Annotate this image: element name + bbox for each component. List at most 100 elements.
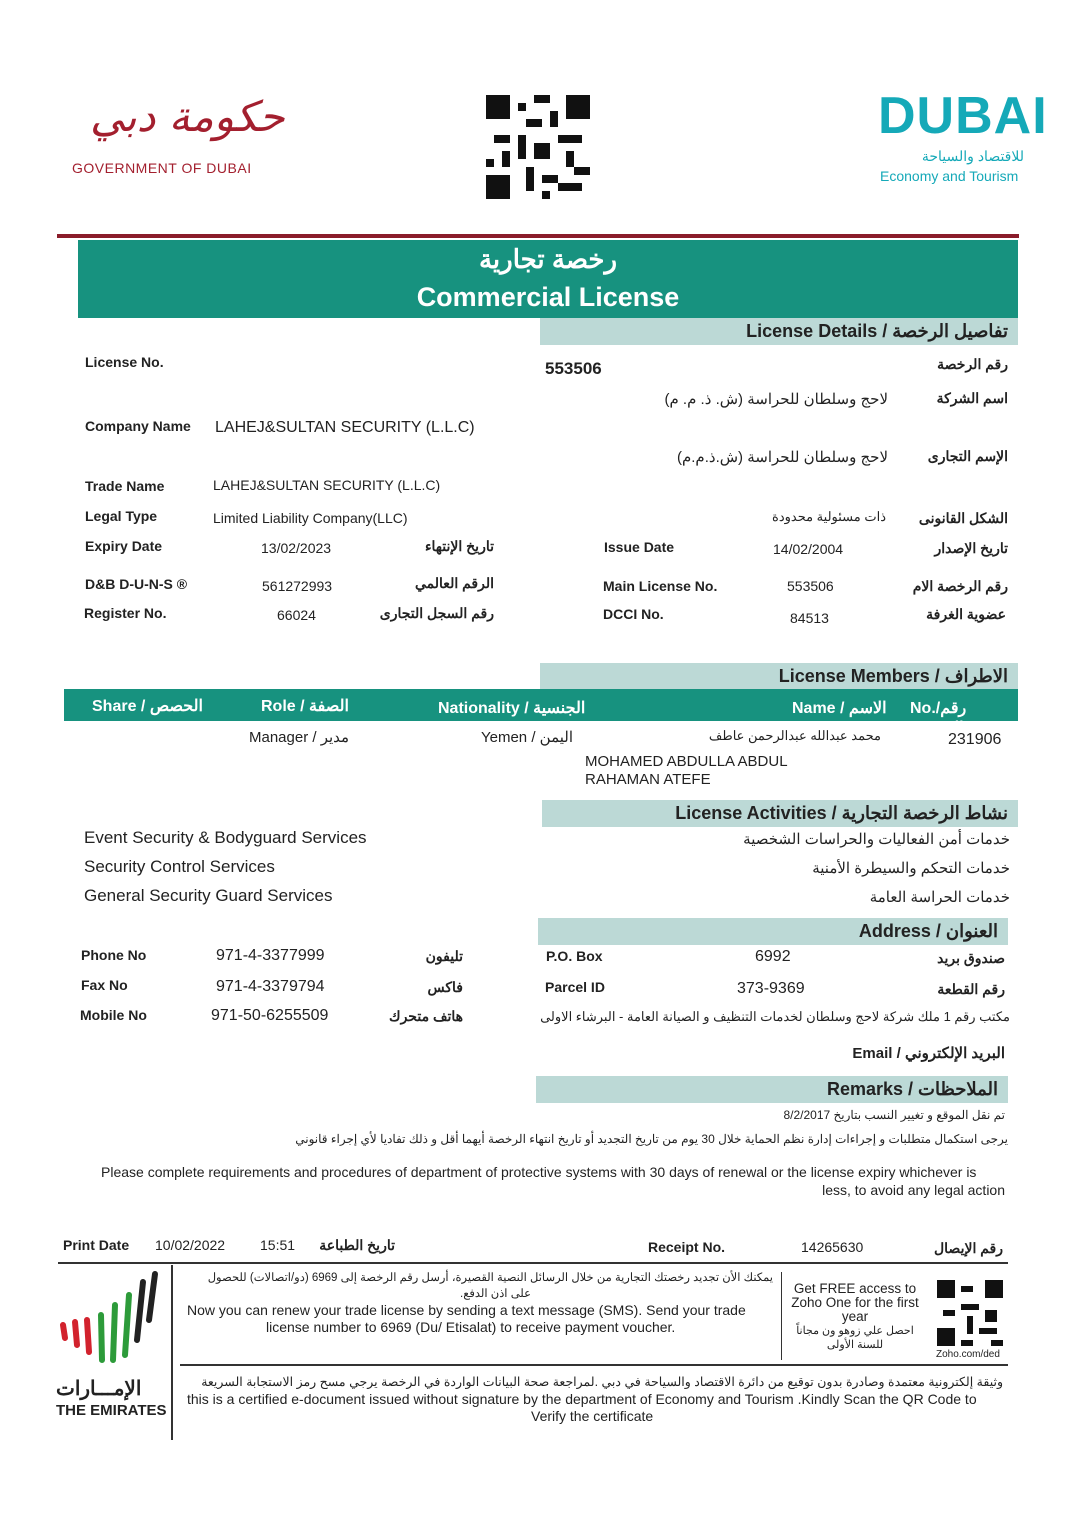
mobile-label: Mobile No (80, 1007, 147, 1023)
expiry-ar: تاريخ الإنتهاء (424, 538, 494, 554)
pobox-label: P.O. Box (546, 948, 603, 964)
zoho-qr-code[interactable] (937, 1280, 1003, 1346)
main-license-label: Main License No. (603, 578, 718, 594)
section-license-activities: License Activities / نشاط الرخصة التجاري… (542, 800, 1018, 827)
email-label: Email / البريد الإلكتروني (852, 1045, 1005, 1062)
activity-ar-1: خدمات أمن الفعاليات والحراسات الشخصية (743, 831, 1010, 848)
legal-type-label: Legal Type (85, 508, 158, 524)
print-time-value: 15:51 (260, 1237, 296, 1253)
trade-name-ar-label: الإسم التجارى (927, 448, 1008, 464)
header-no: No./رقم الشخص (910, 700, 967, 737)
register-label: Register No. (84, 605, 167, 621)
print-date-label: Print Date (63, 1237, 130, 1253)
sms-ar-1: يمكنك الأن تجديد رخصتك التجارية من خلال … (207, 1272, 773, 1284)
issue-ar: تاريخ الإصدار (934, 540, 1008, 556)
phone-label: Phone No (81, 947, 147, 963)
activity-en-3: General Security Guard Services (84, 886, 333, 905)
parcel-ar: رقم القطعة (937, 981, 1005, 997)
mobile-value: 971-50-6255509 (211, 1007, 329, 1024)
zoho-line-3: year (841, 1309, 869, 1324)
section-license-details: License Details / تفاصيل الرخصة (540, 318, 1018, 345)
header-share: Share / الحصص (92, 698, 203, 715)
members-table-header: Share / الحصص Role / الصفة Nationality /… (64, 689, 1018, 737)
section-remarks: Remarks / الملاحظات (536, 1076, 1008, 1103)
section-license-members: License Members / الاطراف (540, 663, 1018, 689)
gov-text: GOVERNMENT OF DUBAI (72, 160, 252, 176)
legal-type-ar-label: الشكل القانونى (918, 510, 1008, 526)
main-license-ar: رقم الرخصة الام (912, 578, 1008, 594)
license-no-label: License No. (85, 354, 164, 370)
remark-en-1: Please complete requirements and procedu… (101, 1164, 977, 1180)
fax-label: Fax No (81, 977, 128, 993)
dubai-wordmark: DUBAI (878, 87, 1048, 145)
trade-name-label: Trade Name (85, 478, 165, 494)
register-ar: رقم السجل التجارى (379, 605, 494, 621)
det-english: Economy and Tourism (880, 168, 1019, 184)
fax-ar: فاكس (427, 979, 463, 995)
remark-ar-2: يرجى استكمال متطلبات و إجراءات إدارة نظم… (295, 1132, 1008, 1146)
register-value: 66024 (277, 607, 316, 623)
pobox-value: 6992 (755, 948, 791, 965)
red-rule (57, 234, 1019, 238)
expiry-value: 13/02/2023 (261, 540, 332, 556)
issue-label: Issue Date (604, 539, 675, 555)
gov-dubai-logo: حكومة دبي GOVERNMENT OF DUBAI (70, 92, 285, 182)
zoho-url[interactable]: Zoho.com/ded (936, 1349, 1000, 1360)
activity-en-2: Security Control Services (84, 857, 275, 876)
company-name-ar-label: اسم الشركة (936, 390, 1008, 406)
footer-rule-top (58, 1262, 1008, 1264)
member-name-ar: محمد عبدالله عبدالرحمن عاطف (708, 728, 881, 743)
company-name-value: LAHEJ&SULTAN SECURITY (L.L.C) (215, 419, 475, 436)
footer-vertical-rule (171, 1265, 173, 1440)
remark-en-2: less, to avoid any legal action (822, 1182, 1005, 1198)
dcci-ar: عضوية الغرفة (926, 606, 1006, 622)
duns-ar: الرقم العالمي (415, 575, 494, 591)
cert-en-2: Verify the certificate (531, 1408, 654, 1424)
zoho-line-2: Zoho One for the first (791, 1295, 919, 1310)
expiry-label: Expiry Date (85, 538, 163, 554)
det-arabic: للاقتصاد والسياحة (921, 148, 1024, 164)
header-role: Role / الصفة (261, 698, 349, 715)
cert-en-1: this is a certified e-document issued wi… (187, 1391, 977, 1407)
phone-value: 971-4-3377999 (216, 947, 325, 964)
receipt-value: 14265630 (801, 1239, 864, 1255)
sms-divider (781, 1272, 782, 1360)
header-name: Name / الاسم (792, 700, 887, 717)
zoho-promo[interactable]: Get FREE access to Zoho One for the firs… (785, 1282, 925, 1352)
company-name-ar: لاحج وسلطان للحراسة (ش. ذ. م. م) (664, 391, 888, 408)
duns-label: D&B D-U-N-S ® (85, 576, 188, 592)
parcel-label: Parcel ID (545, 979, 605, 995)
emirates-bars-icon (60, 1271, 158, 1363)
mobile-ar: هاتف متحرك (389, 1008, 463, 1024)
main-license-value: 553506 (787, 578, 834, 594)
receipt-ar: رقم الإيصال (933, 1240, 1003, 1256)
dubai-det-logo: DUBAI للاقتصاد والسياحة Economy and Tour… (878, 87, 1047, 190)
dcci-label: DCCI No. (603, 606, 664, 622)
fax-value: 971-4-3379794 (216, 978, 325, 995)
member-role: Manager / مدير (249, 729, 350, 746)
zoho-ar-1: احصل علي زوهو ون مجاناً (796, 1325, 914, 1337)
gov-arabic-calligraphy: حكومة دبي (90, 92, 285, 141)
remark-ar-1: تم نقل الموقع و تغيير النسب بتاريخ 8/2/2… (783, 1108, 1005, 1122)
footer-rule-mid (180, 1364, 1008, 1366)
print-date-value: 10/02/2022 (155, 1237, 226, 1253)
header-nationality: Nationality / الجنسية (438, 700, 586, 717)
issue-value: 14/02/2004 (773, 541, 844, 557)
license-no-ar: رقم الرخصة (937, 356, 1008, 372)
phone-ar: تليفون (425, 948, 463, 964)
trade-name-ar: لاحج وسلطان للحراسة (ش.ذ.م.م) (676, 449, 888, 466)
sms-en-2: license number to 6969 (Du/ Etisalat) to… (266, 1319, 676, 1335)
title-english: Commercial License (416, 282, 680, 312)
qr-code-top[interactable] (486, 95, 590, 199)
section-address: Address / العنوان (538, 918, 1008, 945)
activity-ar-2: خدمات التحكم والسيطرة الأمنية (812, 860, 1010, 877)
sms-en-1: Now you can renew your trade license by … (187, 1302, 746, 1318)
cert-ar: وثيقة إلكترونية معتمدة وصادرة بدون توقيع… (201, 1375, 1003, 1389)
title-banner: رخصة تجارية Commercial License (78, 240, 1018, 318)
dcci-value: 84513 (790, 610, 829, 626)
zoho-ar-2: للسنة الأولى (826, 1339, 884, 1351)
duns-value: 561272993 (262, 578, 333, 594)
print-date-ar: تاريخ الطباعة (319, 1237, 395, 1253)
license-no-value: 553506 (545, 359, 602, 378)
pobox-ar: صندوق بريد (937, 950, 1005, 966)
